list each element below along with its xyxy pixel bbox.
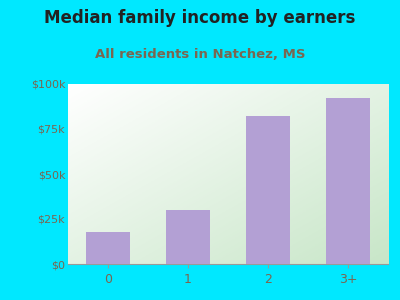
- Bar: [166, 210, 210, 264]
- Bar: [326, 98, 370, 264]
- Text: All residents in Natchez, MS: All residents in Natchez, MS: [95, 48, 305, 61]
- Bar: [86, 232, 130, 264]
- Text: Median family income by earners: Median family income by earners: [44, 9, 356, 27]
- Bar: [246, 116, 290, 264]
